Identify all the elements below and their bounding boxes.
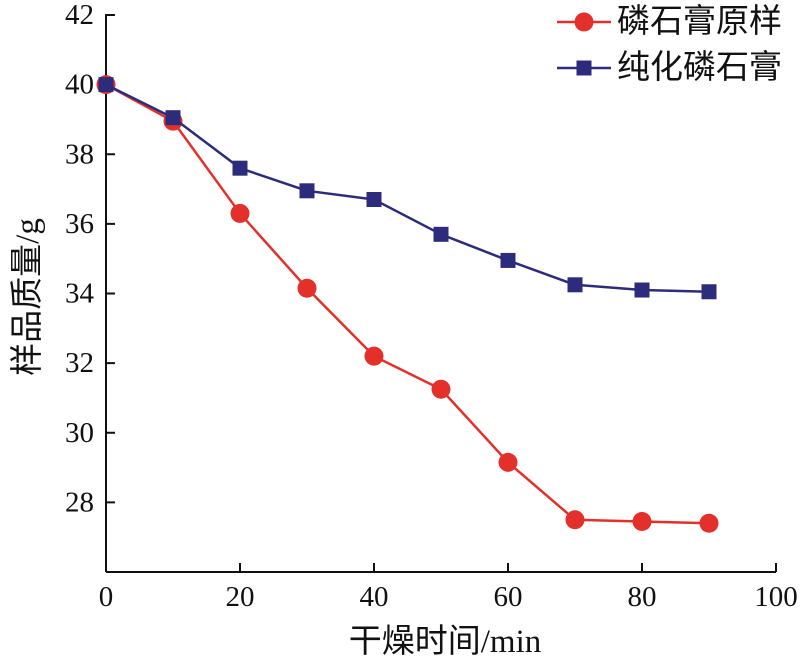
legend-marker bbox=[574, 12, 594, 32]
data-point-series-2-x-50 bbox=[433, 226, 449, 242]
x-axis-title: 干燥时间/min bbox=[349, 624, 542, 660]
data-point-series-1-x-80 bbox=[632, 512, 652, 532]
y-tick-label: 34 bbox=[65, 278, 95, 310]
series-1 bbox=[96, 75, 719, 533]
data-point-series-1-x-20 bbox=[230, 203, 250, 223]
legend-label: 纯化磷石膏 bbox=[617, 49, 782, 86]
data-point-series-2-x-80 bbox=[634, 282, 650, 298]
data-point-series-1-x-50 bbox=[431, 379, 451, 399]
series-line-2 bbox=[105, 83, 710, 294]
x-tick-label: 100 bbox=[754, 581, 798, 613]
y-tick-label: 42 bbox=[65, 0, 94, 31]
y-tick-label: 28 bbox=[65, 486, 94, 518]
data-point-series-2-x-60 bbox=[500, 252, 516, 268]
axes: 28 30 32 34 36 38 40 42 0 20 40 60 80 100 bbox=[65, 0, 798, 613]
y-tick-label: 40 bbox=[65, 69, 94, 101]
y-axis-title: 样品质量/g bbox=[9, 218, 46, 376]
data-point-series-1-x-40 bbox=[364, 346, 384, 366]
y-tick-label: 36 bbox=[65, 208, 94, 240]
legend-label: 磷石膏原样 bbox=[617, 3, 782, 40]
data-point-series-2-x-0 bbox=[98, 77, 114, 93]
data-point-series-1-x-60 bbox=[498, 452, 518, 472]
data-point-series-1-x-90 bbox=[699, 513, 719, 533]
y-tick-label: 32 bbox=[65, 347, 94, 379]
data-point-series-2-x-90 bbox=[701, 284, 717, 300]
x-tick-label: 60 bbox=[494, 581, 523, 613]
legend-marker bbox=[576, 60, 592, 76]
data-point-series-2-x-70 bbox=[567, 277, 583, 293]
data-point-series-2-x-10 bbox=[165, 110, 181, 126]
series-2 bbox=[98, 77, 717, 300]
y-tick-label: 38 bbox=[65, 138, 94, 170]
x-tick-label: 40 bbox=[360, 581, 389, 613]
data-point-series-2-x-20 bbox=[232, 160, 248, 176]
data-point-series-2-x-40 bbox=[366, 192, 382, 208]
data-point-series-1-x-70 bbox=[565, 510, 585, 530]
y-tick-label: 30 bbox=[65, 417, 94, 449]
data-point-series-1-x-30 bbox=[297, 278, 317, 298]
legend-entry-2: 纯化磷石膏 bbox=[557, 49, 782, 86]
data-point-series-2-x-30 bbox=[299, 183, 315, 199]
series-group bbox=[96, 75, 719, 533]
x-tick-label: 80 bbox=[628, 581, 657, 613]
x-tick-label: 0 bbox=[99, 581, 114, 613]
legend-entry-1: 磷石膏原样 bbox=[557, 3, 782, 40]
x-tick-label: 20 bbox=[226, 581, 255, 613]
series-line-1 bbox=[105, 83, 710, 525]
